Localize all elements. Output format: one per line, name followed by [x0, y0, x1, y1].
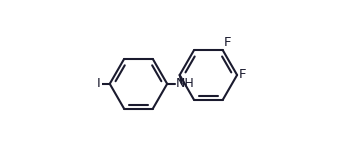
Text: F: F: [224, 36, 231, 49]
Text: F: F: [239, 69, 246, 81]
Text: NH: NH: [175, 77, 194, 90]
Text: I: I: [97, 77, 101, 90]
